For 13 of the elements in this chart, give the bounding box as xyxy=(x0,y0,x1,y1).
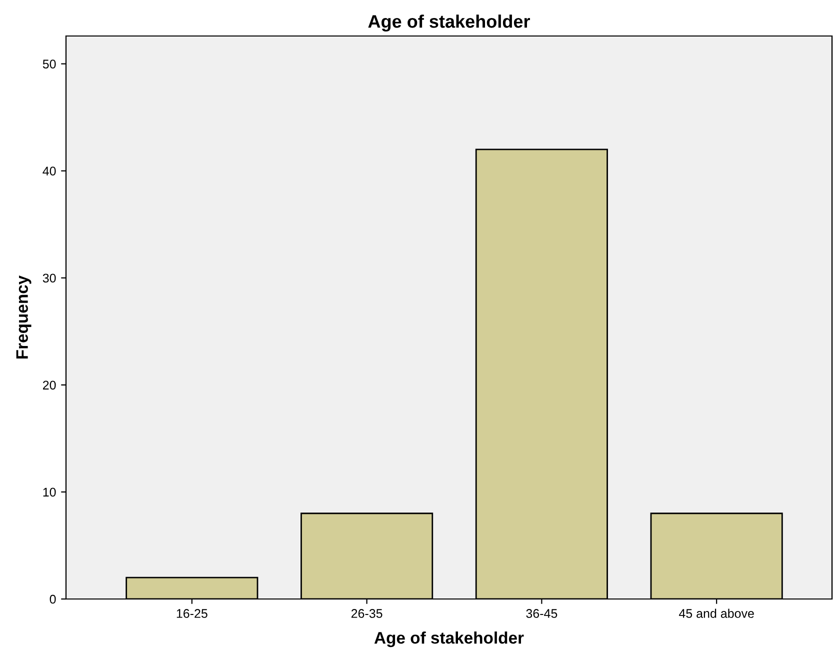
y-tick-label: 30 xyxy=(42,274,56,283)
chart-title: Age of stakeholder xyxy=(368,14,530,32)
y-tick-label: 10 xyxy=(43,488,56,497)
y-tick-label: 50 xyxy=(42,60,56,68)
x-tick-label: 36-45 xyxy=(526,609,558,618)
x-tick-label: 16-25 xyxy=(176,609,208,618)
x-tick-label: 45 and above xyxy=(678,608,754,618)
y-tick-label: 40 xyxy=(42,166,56,176)
y-tick-label: 0 xyxy=(50,594,56,604)
x-tick-label: 26-35 xyxy=(351,609,382,618)
y-tick-label: 20 xyxy=(43,380,56,390)
x-axis-title: Age of stakeholder xyxy=(374,631,524,648)
y-axis-title: Frequency xyxy=(16,275,32,359)
